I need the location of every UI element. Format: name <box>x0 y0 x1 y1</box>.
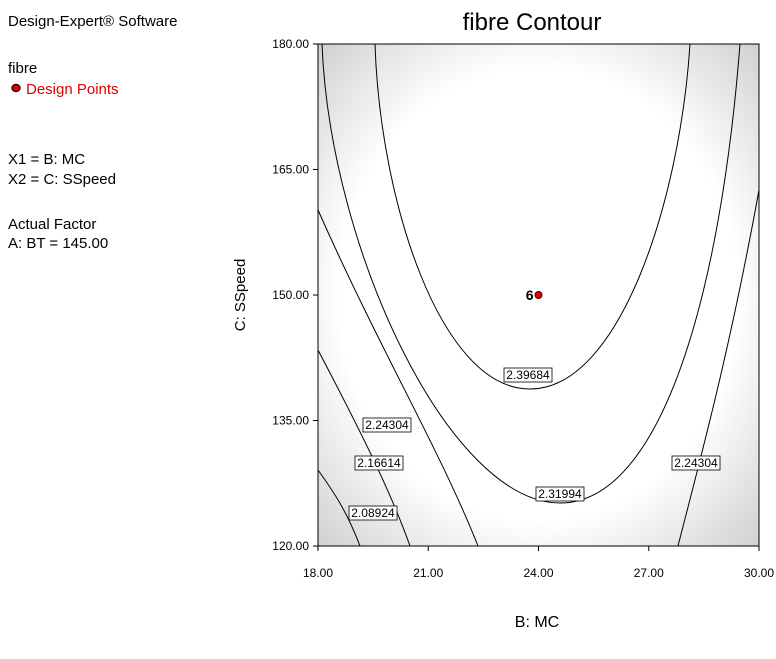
factor-x2: X2 = C: SSpeed <box>8 171 116 188</box>
contour-label: 2.16614 <box>357 456 401 470</box>
y-axis-label: C: SSpeed <box>232 259 249 332</box>
contour-label: 2.31994 <box>538 487 582 501</box>
y-tick-label: 180.00 <box>272 37 309 51</box>
contour-label-box <box>348 505 398 521</box>
y-tick-label: 165.00 <box>272 163 309 177</box>
contour-line <box>374 43 691 390</box>
x-axis-label: B: MC <box>515 614 559 631</box>
contour-label: 2.24304 <box>365 418 409 432</box>
contour-label-box <box>354 455 404 471</box>
x-tick-label: 21.00 <box>413 566 443 580</box>
contour-label-box <box>362 417 412 433</box>
contour-label: 2.24304 <box>674 456 718 470</box>
software-name: Design-Expert® Software <box>8 13 177 30</box>
replicate-count: 6 <box>526 287 534 303</box>
response-name: fibre <box>8 60 37 77</box>
contour-line <box>677 189 760 547</box>
design-point <box>534 291 543 299</box>
contour-label-box <box>535 486 585 502</box>
contour-label: 2.39684 <box>506 368 550 382</box>
contour-line <box>321 43 741 504</box>
legend-label: Design Points <box>26 81 119 98</box>
x-tick-label: 27.00 <box>634 566 664 580</box>
chart-title: fibre Contour <box>463 9 602 36</box>
contour-label: 2.08924 <box>351 506 395 520</box>
x-tick-label: 30.00 <box>744 566 774 580</box>
x-tick-label: 18.00 <box>303 566 333 580</box>
legend-marker <box>11 83 21 93</box>
actual-factor: A: BT = 145.00 <box>8 235 108 252</box>
contour-label-box <box>671 455 721 471</box>
factor-x1: X1 = B: MC <box>8 151 85 168</box>
actual-factor-heading: Actual Factor <box>8 216 96 233</box>
y-tick-label: 135.00 <box>272 414 309 428</box>
contour-line <box>317 209 479 547</box>
x-tick-label: 24.00 <box>523 566 553 580</box>
y-tick-label: 150.00 <box>272 288 309 302</box>
contour-label-box <box>503 367 553 383</box>
y-tick-label: 120.00 <box>272 539 309 553</box>
contour-line <box>317 469 361 547</box>
